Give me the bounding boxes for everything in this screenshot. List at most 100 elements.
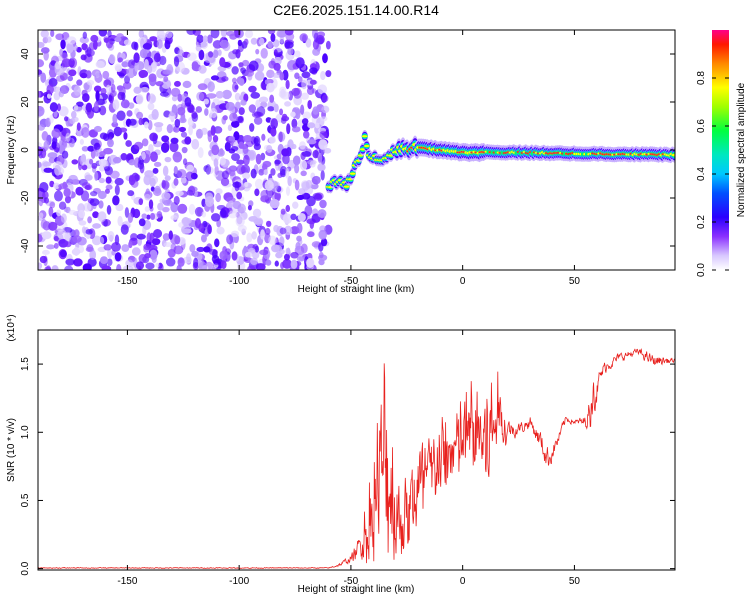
heatmap-noise-cell — [170, 87, 181, 97]
heatmap-noise-cell — [164, 39, 171, 50]
heatmap-noise-cell — [42, 191, 49, 200]
heatmap-noise-cell — [164, 138, 170, 150]
heatmap-noise-cell — [93, 101, 99, 112]
heatmap-noise-cell — [301, 71, 311, 79]
heatmap-noise-cell — [101, 265, 112, 270]
heatmap-noise-cell — [134, 61, 139, 73]
heatmap-noise-cell — [39, 255, 48, 264]
spectrogram-y-tick-label: 0 — [20, 147, 31, 153]
heatmap-noise-cell — [139, 48, 148, 59]
heatmap-noise-cell — [282, 213, 293, 224]
heatmap-noise-cell — [89, 249, 97, 261]
heatmap-noise-cell — [181, 217, 190, 226]
heatmap-noise-cell — [265, 259, 272, 266]
spectrogram-x-tick-label: 50 — [569, 276, 581, 287]
heatmap-noise-cell — [203, 246, 211, 253]
heatmap-noise-cell — [123, 132, 128, 140]
heatmap-noise-cell — [265, 227, 271, 235]
heatmap-noise-cell — [105, 184, 113, 190]
heatmap-noise-cell — [318, 251, 324, 259]
heatmap-noise-cell — [255, 153, 262, 165]
heatmap-noise-cell — [116, 85, 124, 91]
heatmap-noise-cell — [214, 238, 220, 248]
heatmap-noise-cell — [79, 138, 85, 145]
heatmap-noise-cell — [43, 167, 53, 173]
heatmap-noise-cell — [60, 213, 67, 224]
heatmap-noise-cell — [299, 33, 308, 42]
heatmap-noise-cell — [60, 39, 66, 50]
heatmap-noise-cell — [196, 246, 205, 253]
heatmap-noise-cell — [212, 49, 219, 59]
heatmap-noise-cell — [107, 230, 115, 242]
heatmap-noise-cell — [182, 158, 188, 166]
heatmap-noise-cell — [89, 158, 94, 165]
heatmap-noise-cell — [281, 148, 290, 157]
heatmap-noise-cell — [57, 229, 67, 239]
heatmap-noise-cell — [106, 129, 115, 140]
heatmap-noise-cell — [54, 164, 61, 176]
heatmap-noise-cell — [169, 141, 179, 153]
heatmap-noise-cell — [136, 233, 146, 240]
heatmap-noise-cell — [49, 180, 55, 188]
heatmap-noise-cell — [168, 230, 173, 240]
heatmap-noise-cell — [61, 58, 72, 68]
heatmap-noise-cell — [166, 124, 173, 134]
heatmap-noise-cell — [63, 187, 71, 197]
heatmap-noise-cell — [221, 170, 230, 180]
heatmap-noise-cell — [285, 79, 290, 90]
heatmap-noise-cell — [225, 196, 236, 204]
heatmap-noise-cell — [155, 81, 164, 87]
heatmap-noise-cell — [201, 127, 208, 135]
heatmap-noise-cell — [132, 208, 141, 219]
heatmap-noise-cell — [314, 122, 320, 129]
heatmap-noise-cell — [156, 39, 163, 49]
heatmap-noise-cell — [235, 48, 241, 59]
heatmap-noise-cell — [40, 219, 48, 229]
heatmap-noise-cell — [138, 117, 144, 126]
snr-x-tick-label: 50 — [569, 576, 581, 587]
heatmap-noise-cell — [38, 106, 45, 117]
heatmap-noise-cell — [258, 37, 265, 46]
heatmap-noise-cell — [250, 91, 261, 99]
heatmap-noise-cell — [75, 101, 84, 107]
heatmap-noise-cell — [194, 206, 204, 217]
heatmap-noise-cell — [238, 78, 245, 86]
heatmap-noise-cell — [295, 241, 301, 251]
heatmap-noise-cell — [238, 107, 245, 116]
heatmap-noise-cell — [312, 106, 319, 115]
spectrogram-x-tick-label: -150 — [117, 276, 137, 287]
heatmap-noise-cell — [144, 58, 149, 70]
spectrogram-panel: -150 -100 -50 0 50 -40 -20 0 20 40 Height of str… — [6, 29, 676, 295]
heatmap-noise-cell — [94, 171, 99, 181]
heatmap-noise-cell — [232, 181, 242, 188]
heatmap-noise-cell — [279, 72, 285, 81]
heatmap-noise-cell — [309, 79, 317, 85]
heatmap-noise-cell — [260, 152, 266, 161]
heatmap-noise-cell — [220, 30, 228, 38]
heatmap-noise-cell — [121, 244, 130, 253]
heatmap-noise-cell — [105, 84, 111, 94]
heatmap-noise-cell — [79, 36, 90, 44]
heatmap-noise-cell — [312, 39, 320, 50]
heatmap-noise-cell — [125, 140, 132, 147]
heatmap-noise-cell — [165, 31, 173, 39]
heatmap-noise-cell — [297, 213, 306, 222]
heatmap-noise-cell — [100, 87, 107, 95]
heatmap-noise-cell — [320, 70, 326, 81]
heatmap-noise-cell — [306, 86, 315, 96]
heatmap-noise-cell — [278, 131, 283, 143]
heatmap-noise-cell — [71, 110, 77, 119]
heatmap-noise-cell — [165, 257, 176, 267]
heatmap-noise-cell — [301, 118, 309, 125]
heatmap-noise-cell — [98, 200, 104, 209]
heatmap-noise-cell — [177, 106, 186, 116]
heatmap-noise-cell — [173, 245, 184, 255]
heatmap-noise-cell — [253, 116, 263, 125]
heatmap-noise-cell — [196, 34, 204, 43]
heatmap-noise-cell — [73, 85, 81, 96]
heatmap-noise-cell — [158, 32, 167, 39]
heatmap-noise-cell — [150, 212, 156, 221]
heatmap-noise-cell — [274, 190, 281, 202]
heatmap-noise-cell — [58, 183, 69, 190]
heatmap-noise-cell — [230, 145, 239, 152]
